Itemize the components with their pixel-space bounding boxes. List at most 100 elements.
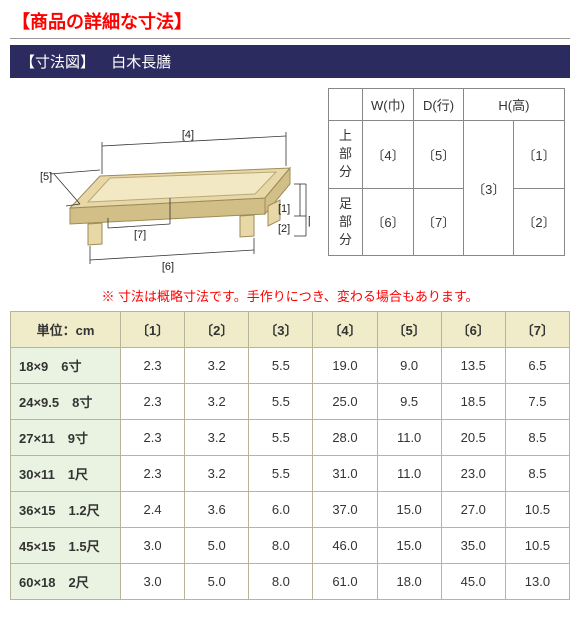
cell-value: 15.0 [377, 492, 441, 528]
ref-head-h: H(高) [464, 89, 564, 121]
cell-value: 7.5 [505, 384, 569, 420]
col-head: 〔1〕 [121, 312, 185, 348]
cell-value: 3.0 [121, 528, 185, 564]
cell-value: 8.5 [505, 420, 569, 456]
row-label: 24×9.5 8寸 [11, 384, 121, 420]
cell-value: 15.0 [377, 528, 441, 564]
diagram-label-4: [4] [182, 129, 194, 141]
cell-value: 3.2 [185, 348, 249, 384]
cell-value: 6.0 [249, 492, 313, 528]
cell-value: 18.0 [377, 564, 441, 600]
cell-value: 5.5 [249, 420, 313, 456]
cell-value: 23.0 [441, 456, 505, 492]
cell-value: 2.3 [121, 456, 185, 492]
band-product-name: 白木長膳 [111, 54, 171, 71]
reference-table: W(巾) D(行) H(高) 上部分 〔4〕 〔5〕 〔3〕 〔1〕 足部分 〔… [328, 88, 565, 256]
cell-value: 5.5 [249, 384, 313, 420]
cell-value: 25.0 [313, 384, 377, 420]
row-label: 60×18 2尺 [11, 564, 121, 600]
ref-head-d: D(行) [413, 89, 463, 121]
ref-upper-d: 〔5〕 [413, 121, 463, 189]
cell-value: 5.5 [249, 456, 313, 492]
cell-value: 8.0 [249, 528, 313, 564]
cell-value: 10.5 [505, 492, 569, 528]
ref-lower-d: 〔7〕 [413, 188, 463, 256]
cell-value: 19.0 [313, 348, 377, 384]
ref-head-w: W(巾) [363, 89, 414, 121]
table-row: 36×15 1.2尺2.43.66.037.015.027.010.5 [11, 492, 570, 528]
cell-value: 3.2 [185, 456, 249, 492]
row-label: 36×15 1.2尺 [11, 492, 121, 528]
cell-value: 2.4 [121, 492, 185, 528]
dimension-data-table: 単位：cm 〔1〕 〔2〕 〔3〕 〔4〕 〔5〕 〔6〕 〔7〕 18×9 6… [10, 311, 570, 600]
row-label: 45×15 1.5尺 [11, 528, 121, 564]
cell-value: 3.6 [185, 492, 249, 528]
cell-value: 20.5 [441, 420, 505, 456]
col-head: 〔3〕 [249, 312, 313, 348]
cell-value: 3.2 [185, 420, 249, 456]
cell-value: 11.0 [377, 456, 441, 492]
cell-value: 10.5 [505, 528, 569, 564]
cell-value: 61.0 [313, 564, 377, 600]
diagram-label-1: [1] [278, 203, 290, 215]
ref-h-mid: 〔3〕 [464, 121, 514, 256]
ref-corner [329, 89, 363, 121]
cell-value: 3.2 [185, 384, 249, 420]
table-row: 27×11 9寸2.33.25.528.011.020.58.5 [11, 420, 570, 456]
band-label: 【寸法図】 [20, 54, 95, 71]
dimension-note: ※ 寸法は概略寸法です。手作りにつき、変わる場合もあります。 [10, 286, 570, 305]
upper-row: [4] [5] [7] [6] [1] [2] [3] [10, 88, 570, 278]
cell-value: 8.0 [249, 564, 313, 600]
diagram-label-6: [6] [162, 261, 174, 273]
table-row: 30×11 1尺2.33.25.531.011.023.08.5 [11, 456, 570, 492]
row-label: 18×9 6寸 [11, 348, 121, 384]
table-row: 24×9.5 8寸2.33.25.525.09.518.57.5 [11, 384, 570, 420]
diagram-label-2: [2] [278, 223, 290, 235]
diagram-label-7: [7] [134, 229, 146, 241]
data-table-header-row: 単位：cm 〔1〕 〔2〕 〔3〕 〔4〕 〔5〕 〔6〕 〔7〕 [11, 312, 570, 348]
cell-value: 6.5 [505, 348, 569, 384]
col-head: 〔5〕 [377, 312, 441, 348]
row-label: 30×11 1尺 [11, 456, 121, 492]
cell-value: 5.5 [249, 348, 313, 384]
ref-lower-w: 〔6〕 [363, 188, 414, 256]
cell-value: 45.0 [441, 564, 505, 600]
ref-upper-h: 〔1〕 [514, 121, 564, 189]
ref-row-lower-label: 足部分 [329, 188, 363, 256]
diagram-label-3: [3] [308, 215, 310, 227]
cell-value: 13.5 [441, 348, 505, 384]
col-head: 〔4〕 [313, 312, 377, 348]
table-row: 60×18 2尺3.05.08.061.018.045.013.0 [11, 564, 570, 600]
page-title: 【商品の詳細な寸法】 [10, 6, 570, 39]
row-label: 27×11 9寸 [11, 420, 121, 456]
section-band: 【寸法図】 白木長膳 [10, 45, 570, 78]
cell-value: 5.0 [185, 528, 249, 564]
diagram-label-5: [5] [40, 171, 52, 183]
cell-value: 2.3 [121, 348, 185, 384]
cell-value: 28.0 [313, 420, 377, 456]
cell-value: 37.0 [313, 492, 377, 528]
cell-value: 13.0 [505, 564, 569, 600]
cell-value: 2.3 [121, 420, 185, 456]
cell-value: 5.0 [185, 564, 249, 600]
cell-value: 35.0 [441, 528, 505, 564]
table-row: 45×15 1.5尺3.05.08.046.015.035.010.5 [11, 528, 570, 564]
unit-header: 単位：cm [11, 312, 121, 348]
ref-lower-h: 〔2〕 [514, 188, 564, 256]
cell-value: 2.3 [121, 384, 185, 420]
cell-value: 27.0 [441, 492, 505, 528]
cell-value: 8.5 [505, 456, 569, 492]
cell-value: 18.5 [441, 384, 505, 420]
cell-value: 9.0 [377, 348, 441, 384]
dimension-diagram: [4] [5] [7] [6] [1] [2] [3] [10, 88, 310, 278]
cell-value: 46.0 [313, 528, 377, 564]
cell-value: 9.5 [377, 384, 441, 420]
cell-value: 11.0 [377, 420, 441, 456]
cell-value: 3.0 [121, 564, 185, 600]
ref-upper-w: 〔4〕 [363, 121, 414, 189]
cell-value: 31.0 [313, 456, 377, 492]
ref-row-upper-label: 上部分 [329, 121, 363, 189]
col-head: 〔7〕 [505, 312, 569, 348]
table-row: 18×9 6寸2.33.25.519.09.013.56.5 [11, 348, 570, 384]
col-head: 〔6〕 [441, 312, 505, 348]
